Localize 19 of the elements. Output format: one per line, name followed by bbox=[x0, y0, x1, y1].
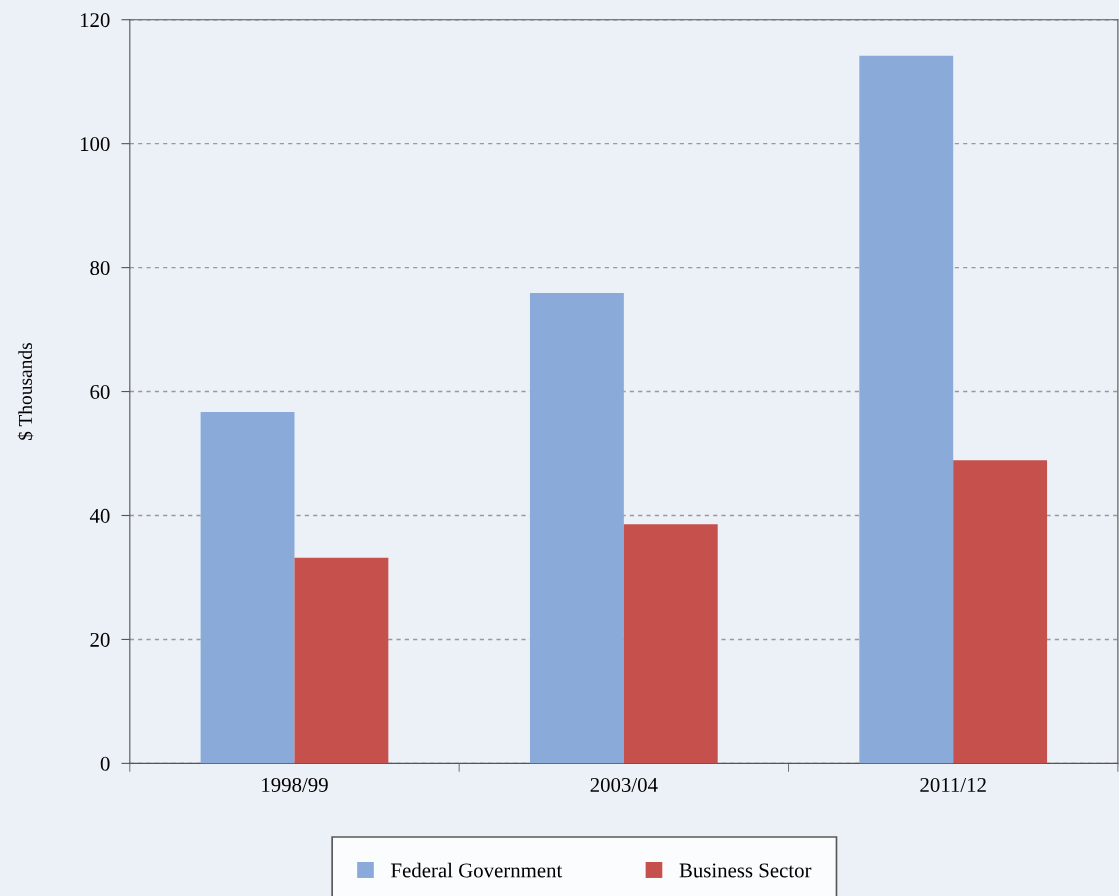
legend-label: Business Sector bbox=[679, 863, 812, 878]
y-tick-label: 60 bbox=[90, 384, 110, 399]
x-tick-label: 2003/04 bbox=[590, 777, 658, 792]
y-tick-label: 0 bbox=[100, 756, 110, 771]
bar bbox=[953, 460, 1048, 764]
y-tick-label: 20 bbox=[90, 632, 110, 647]
x-tick-label: 2011/12 bbox=[920, 777, 986, 792]
y-axis-title: $ Thousands bbox=[17, 343, 34, 440]
y-tick-label: 120 bbox=[80, 13, 110, 28]
bar bbox=[529, 293, 624, 764]
y-tick-label: 100 bbox=[80, 137, 110, 152]
y-tick-label: 40 bbox=[89, 508, 110, 523]
bar bbox=[200, 412, 295, 764]
x-tick-label: 1998/99 bbox=[262, 777, 328, 792]
bar bbox=[859, 55, 954, 764]
legend-label: Federal Government bbox=[391, 862, 563, 878]
y-tick-label: 80 bbox=[90, 260, 110, 276]
bar bbox=[623, 524, 718, 764]
bar bbox=[294, 557, 389, 764]
